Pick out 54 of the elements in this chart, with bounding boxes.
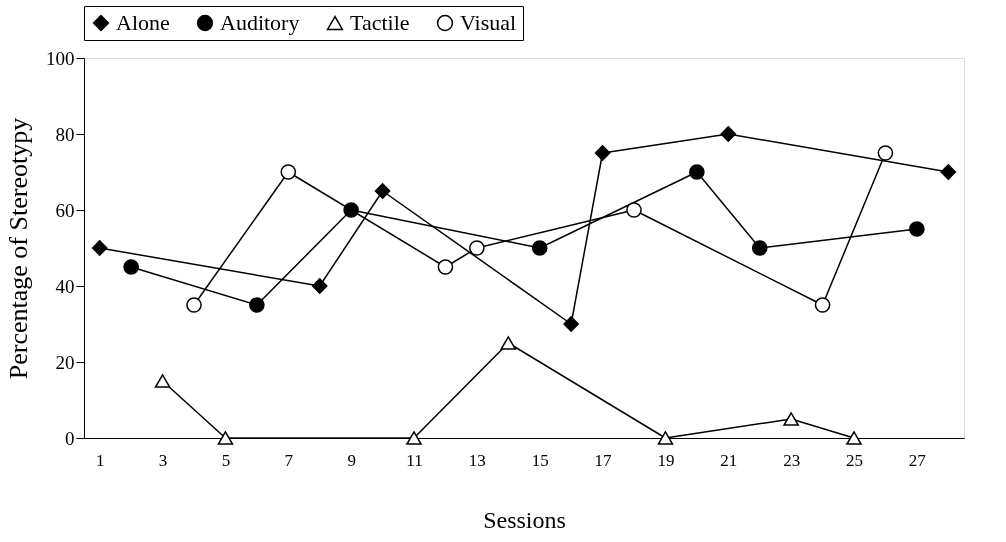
legend-label: Auditory <box>220 10 300 35</box>
x-axis-title: Sessions <box>483 506 566 533</box>
point <box>751 240 768 256</box>
y-tick-label: 80 <box>55 123 75 145</box>
x-tick-label: 9 <box>347 450 356 470</box>
point <box>909 221 925 237</box>
legend-label: Tactile <box>350 10 410 35</box>
y-tick-label: 20 <box>55 351 75 373</box>
point <box>626 202 642 218</box>
x-tick-label: 19 <box>657 450 675 470</box>
point <box>406 431 422 445</box>
x-tick-label: 7 <box>284 450 294 470</box>
point <box>940 164 957 180</box>
point <box>500 336 517 350</box>
x-tick-label: 21 <box>720 450 738 470</box>
legend-label: Alone <box>116 10 170 35</box>
y-tick-label: 40 <box>55 275 75 297</box>
point <box>531 240 548 256</box>
point <box>657 431 674 445</box>
y-axis-title: Percentage of Stereotypy <box>4 117 33 380</box>
point <box>123 259 139 275</box>
point <box>343 202 359 218</box>
x-tick-label: 1 <box>95 450 105 470</box>
point <box>814 297 831 313</box>
point <box>846 431 862 445</box>
point <box>783 412 799 426</box>
point <box>877 145 894 161</box>
x-tick-label: 27 <box>908 450 927 470</box>
point <box>720 126 737 142</box>
x-tick-label: 25 <box>846 450 863 470</box>
point <box>563 316 579 332</box>
point <box>186 297 202 313</box>
point <box>217 431 234 445</box>
x-tick-label: 3 <box>158 450 168 470</box>
point <box>689 164 705 180</box>
point <box>249 297 265 313</box>
y-tick-label: 0 <box>65 427 75 449</box>
point <box>374 183 391 199</box>
x-tick-label: 15 <box>531 450 549 470</box>
x-tick-label: 17 <box>594 450 613 470</box>
legend-label: Visual <box>460 10 517 35</box>
point <box>594 145 611 161</box>
point <box>437 259 454 275</box>
y-tick-label: 60 <box>55 199 75 221</box>
x-tick-label: 5 <box>221 450 231 470</box>
point <box>469 240 485 256</box>
x-tick-label: 13 <box>468 450 486 470</box>
y-tick-label: 100 <box>46 47 75 69</box>
x-tick-label: 11 <box>406 450 423 470</box>
point <box>311 278 328 294</box>
point <box>91 240 108 256</box>
x-tick-label: 23 <box>783 450 801 470</box>
point <box>154 374 171 388</box>
point <box>280 164 297 180</box>
